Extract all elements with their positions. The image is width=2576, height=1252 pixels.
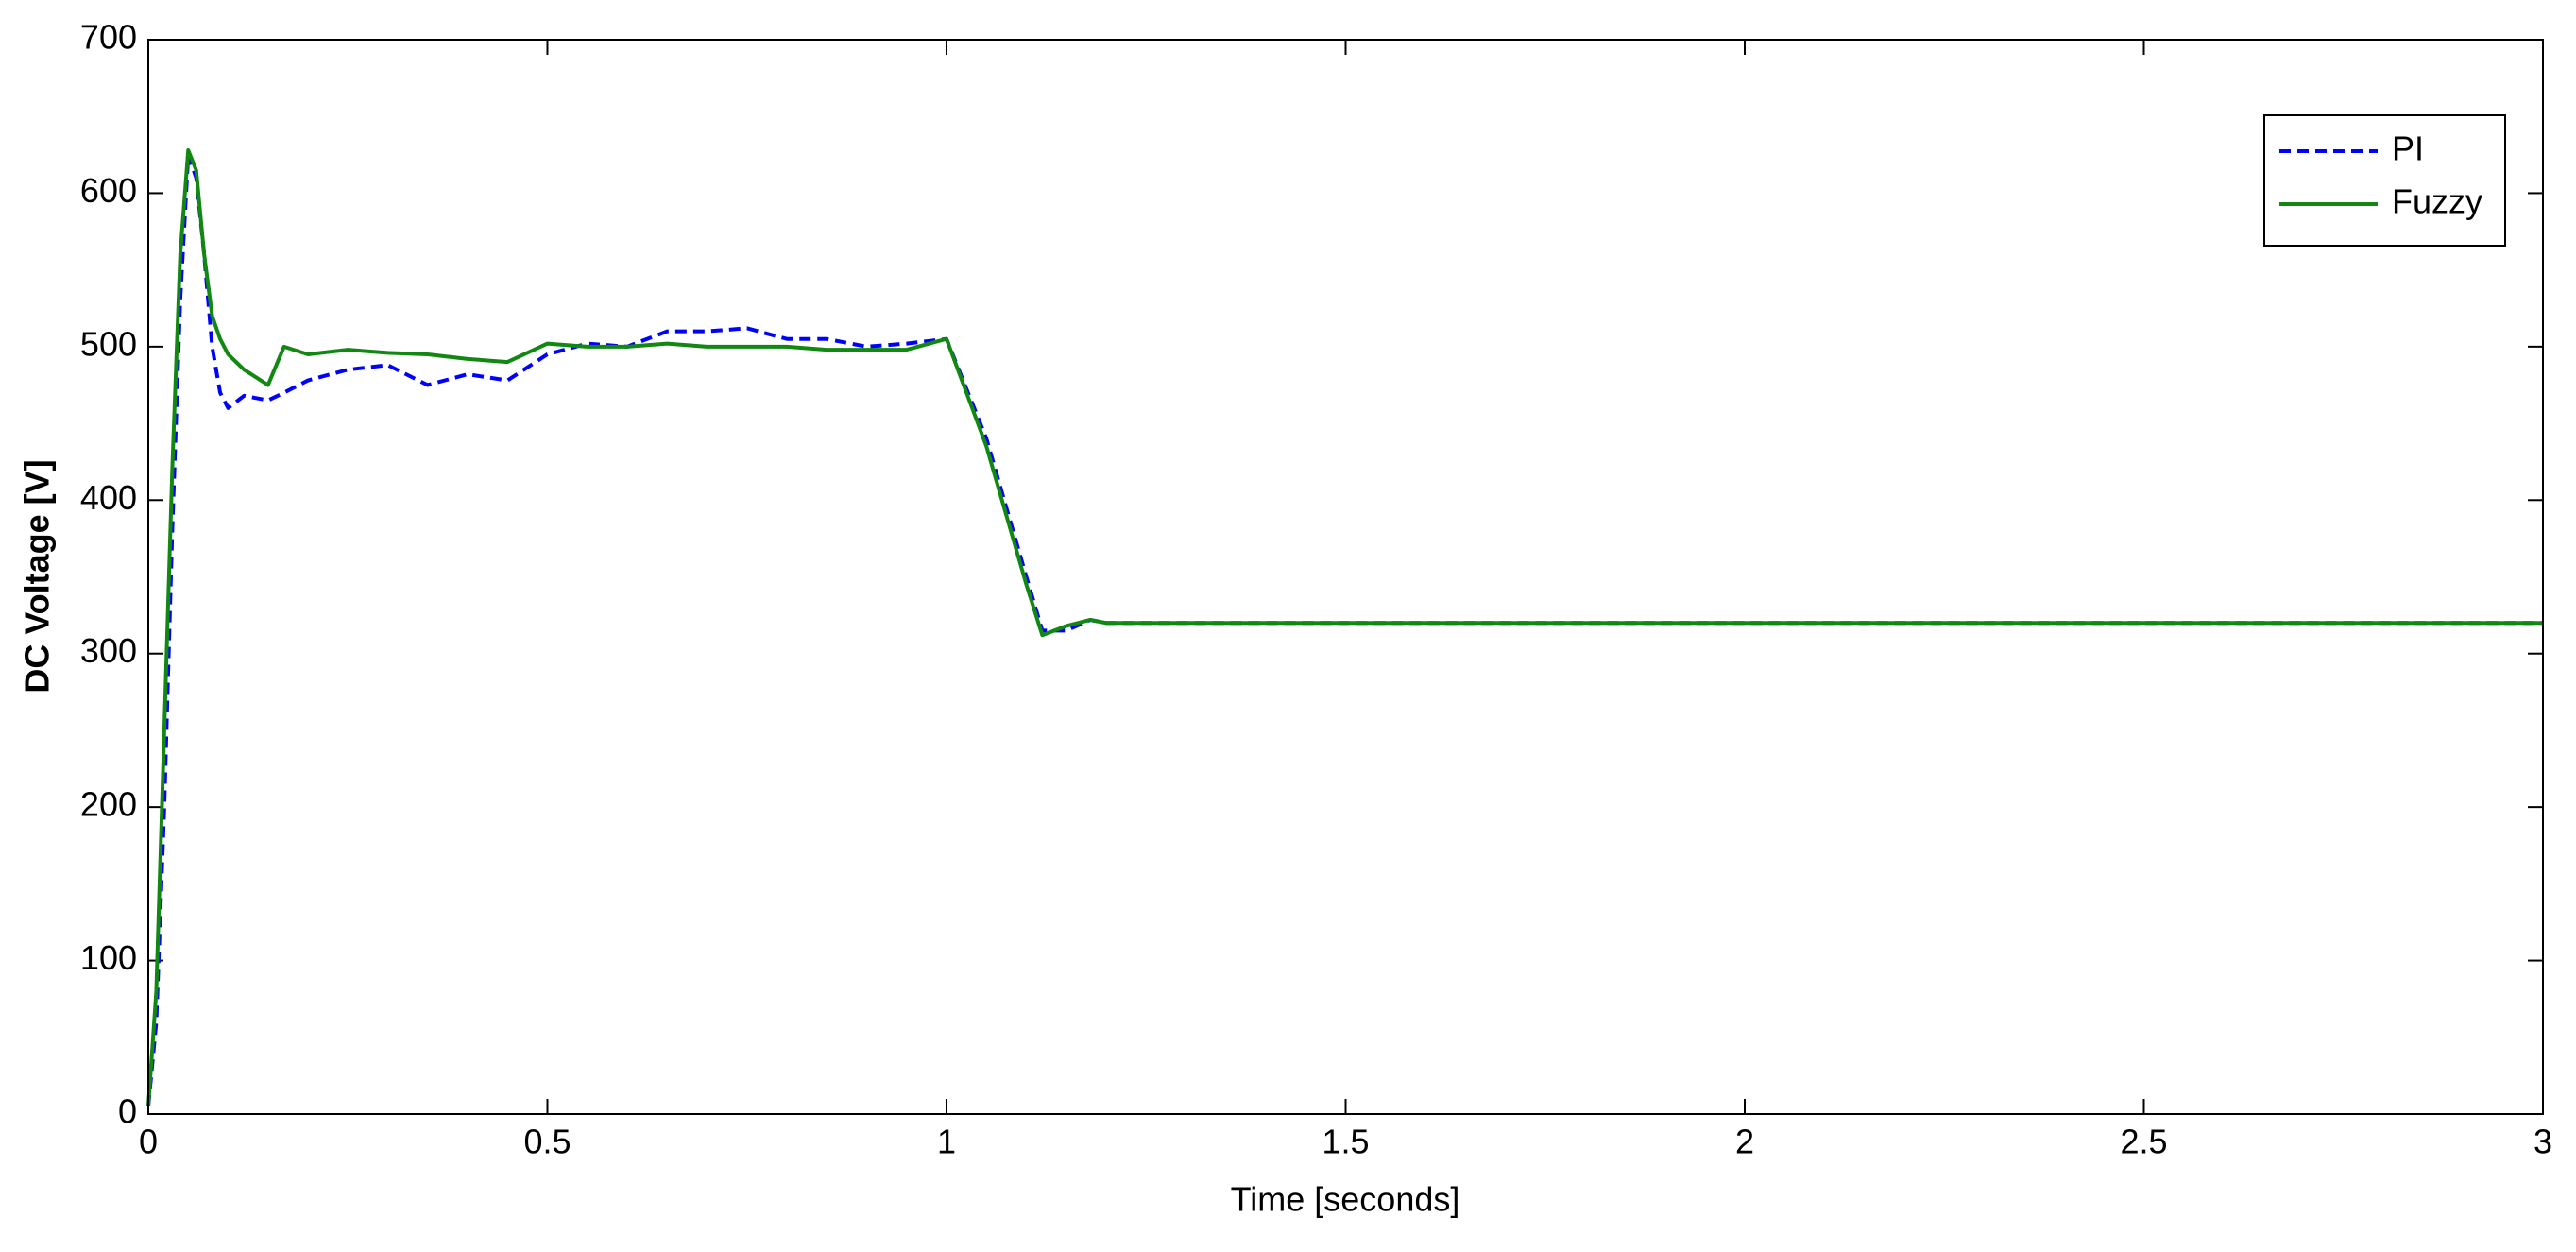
x-axis-label: Time [seconds] [1231,1180,1460,1219]
y-tick-label: 300 [80,631,137,670]
y-tick-label: 500 [80,324,137,363]
y-tick-label: 100 [80,938,137,977]
y-tick-label: 600 [80,171,137,210]
y-tick-label: 700 [80,18,137,57]
x-tick-label: 3 [2533,1123,2552,1161]
legend-label: PI [2392,129,2424,168]
legend-label: Fuzzy [2392,182,2482,221]
plot-frame [147,39,2544,1115]
x-tick-label: 2 [1735,1123,1754,1161]
y-tick-label: 0 [118,1092,137,1131]
y-tick-label: 200 [80,785,137,824]
x-tick-label: 0.5 [523,1123,571,1161]
y-tick-label: 400 [80,478,137,517]
plot-area [148,40,2543,1114]
x-tick-label: 1 [937,1123,956,1161]
y-axis-label: DC Voltage [V] [18,459,57,693]
x-tick-label: 0 [139,1123,158,1161]
data-line [146,147,2543,1107]
x-tick-label: 2.5 [2120,1123,2167,1161]
x-tick-label: 1.5 [1322,1123,1369,1161]
legend-box [2263,114,2506,247]
